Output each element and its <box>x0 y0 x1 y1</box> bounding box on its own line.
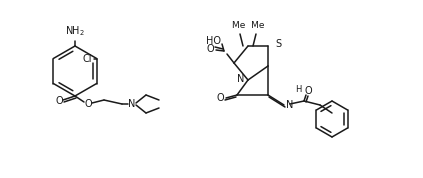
Text: O: O <box>206 44 214 54</box>
Text: O: O <box>84 99 92 109</box>
Text: O: O <box>55 96 63 106</box>
Text: N: N <box>286 100 294 110</box>
Text: HO: HO <box>206 36 221 46</box>
Text: Cl: Cl <box>82 54 92 64</box>
Text: S: S <box>275 39 281 49</box>
Text: H: H <box>296 85 302 95</box>
Text: O: O <box>216 93 224 103</box>
Text: NH$_2$: NH$_2$ <box>65 24 85 38</box>
Text: N: N <box>128 99 136 109</box>
Text: N: N <box>237 74 244 84</box>
Text: O: O <box>304 86 312 96</box>
Text: Me  Me: Me Me <box>232 21 264 30</box>
